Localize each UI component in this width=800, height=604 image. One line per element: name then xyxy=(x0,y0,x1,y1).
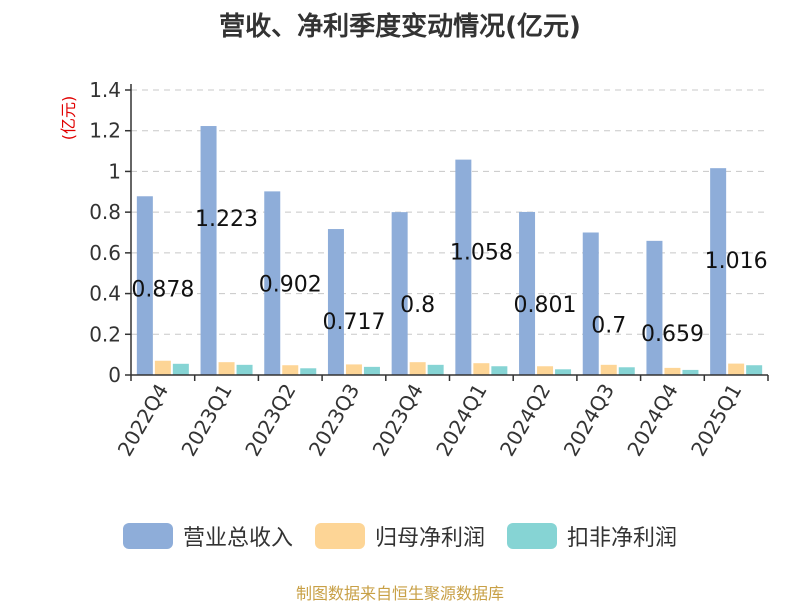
data-label-revenue: 1.016 xyxy=(705,249,768,274)
data-label-revenue: 1.223 xyxy=(195,207,258,232)
legend-swatch xyxy=(122,523,173,549)
bar-series-1 xyxy=(218,362,235,375)
bar-series-0 xyxy=(582,232,599,375)
data-label-revenue: 0.878 xyxy=(131,277,194,302)
y-tick-label: 0.4 xyxy=(89,282,121,306)
y-tick-label: 0.2 xyxy=(89,322,121,346)
source-note: 制图数据来自恒生聚源数据库 xyxy=(295,584,504,603)
y-tick-label: 0.6 xyxy=(89,241,121,265)
bar-series-2 xyxy=(300,368,317,375)
y-tick-label: 1.4 xyxy=(89,78,121,102)
legend-item-1[interactable]: 归母净利润 xyxy=(314,520,485,552)
y-tick-label: 1 xyxy=(108,159,121,183)
x-tick-label: 2024Q3 xyxy=(559,380,619,461)
bar-series-2 xyxy=(172,363,189,375)
legend-item-2[interactable]: 扣非净利润 xyxy=(507,520,677,552)
bar-series-1 xyxy=(664,367,681,375)
x-tick-label: 2023Q3 xyxy=(304,380,364,461)
bar-series-0 xyxy=(646,240,663,375)
data-label-revenue: 0.8 xyxy=(400,293,435,318)
bar-series-0 xyxy=(519,211,536,375)
bars xyxy=(136,126,763,376)
x-tick-label: 2023Q4 xyxy=(368,380,428,461)
bar-series-0 xyxy=(136,196,153,375)
bar-series-1 xyxy=(345,364,362,375)
bar-series-0 xyxy=(455,159,472,375)
data-label-revenue: 0.717 xyxy=(322,310,385,335)
x-tick-label: 2022Q4 xyxy=(113,380,173,461)
bar-series-1 xyxy=(537,366,554,375)
bar-series-2 xyxy=(555,369,572,375)
bar-series-0 xyxy=(710,168,727,375)
bar-series-1 xyxy=(409,362,426,375)
legend-label: 归母净利润 xyxy=(374,526,485,551)
legend-item-0[interactable]: 营业总收入 xyxy=(122,520,293,552)
y-tick-label: 0.8 xyxy=(89,200,121,224)
chart-title: 营收、净利季度变动情况(亿元) xyxy=(219,12,581,42)
bar-series-0 xyxy=(200,126,217,376)
bar-series-2 xyxy=(236,364,253,375)
bar-series-1 xyxy=(282,365,299,375)
data-label-revenue: 0.902 xyxy=(259,272,322,297)
bar-series-1 xyxy=(728,363,745,375)
y-tick-label: 1.2 xyxy=(89,119,121,143)
data-label-revenue: 0.659 xyxy=(641,322,704,347)
legend-swatch xyxy=(507,523,557,549)
legend-label: 扣非净利润 xyxy=(567,526,678,551)
bar-series-2 xyxy=(618,367,635,375)
y-axis-unit-label: (亿元) xyxy=(59,96,78,141)
bar-series-2 xyxy=(682,369,699,375)
x-tick-label: 2024Q2 xyxy=(495,380,555,461)
legend: 营业总收入 归母净利润 扣非净利润 xyxy=(0,520,800,552)
bar-series-0 xyxy=(391,212,408,375)
legend-label: 营业总收入 xyxy=(182,526,293,551)
bar-series-0 xyxy=(327,229,344,375)
bar-series-1 xyxy=(600,364,617,375)
bar-series-1 xyxy=(154,360,171,375)
data-label-revenue: 0.7 xyxy=(591,314,626,339)
legend-swatch xyxy=(314,523,365,549)
bar-series-0 xyxy=(264,191,281,375)
data-label-revenue: 0.801 xyxy=(514,293,577,318)
bar-series-1 xyxy=(473,363,490,375)
x-tick-label: 2024Q4 xyxy=(622,380,682,461)
x-tick-label: 2025Q1 xyxy=(686,380,746,461)
y-tick-label: 0 xyxy=(108,363,121,387)
bar-series-2 xyxy=(427,364,444,375)
bar-series-2 xyxy=(491,366,508,375)
bar-series-2 xyxy=(363,366,380,375)
data-label-revenue: 1.058 xyxy=(450,241,513,266)
x-tick-label: 2024Q1 xyxy=(431,379,491,460)
x-tick-label: 2023Q2 xyxy=(240,380,300,461)
bar-series-2 xyxy=(746,365,763,375)
x-tick-label: 2023Q1 xyxy=(176,380,236,461)
